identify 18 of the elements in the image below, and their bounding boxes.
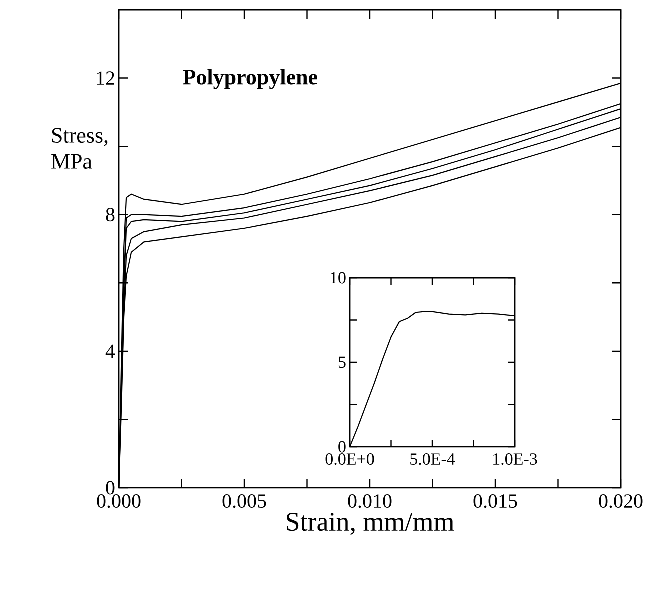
x-tick-label: 0.005 — [222, 494, 266, 508]
y-tick-label: 12 — [97, 72, 114, 85]
x-tick-label: 0.010 — [348, 494, 392, 508]
y-tick-label: 10 — [330, 272, 346, 284]
y-tick-label: 8 — [106, 208, 115, 222]
y-axis-title: Stress, MPa — [52, 128, 108, 170]
x-tick-label: 0.015 — [474, 494, 518, 508]
x-tick-label: 0.0E+0 — [326, 454, 374, 466]
text: Polypropylene — [183, 69, 318, 90]
x-axis-title: Strain, mm/mm — [287, 512, 454, 535]
y-tick-label: 0 — [106, 481, 115, 495]
x-tick-label: 1.0E-3 — [494, 454, 538, 466]
x-tick-label: 0.000 — [97, 494, 141, 508]
x-tick-label: 0.020 — [599, 494, 643, 508]
y-tick-label: 0 — [338, 441, 346, 453]
y-tick-label: 5 — [338, 356, 346, 368]
y-tick-label: 4 — [106, 344, 116, 358]
x-tick-label: 5.0E-4 — [410, 454, 456, 466]
